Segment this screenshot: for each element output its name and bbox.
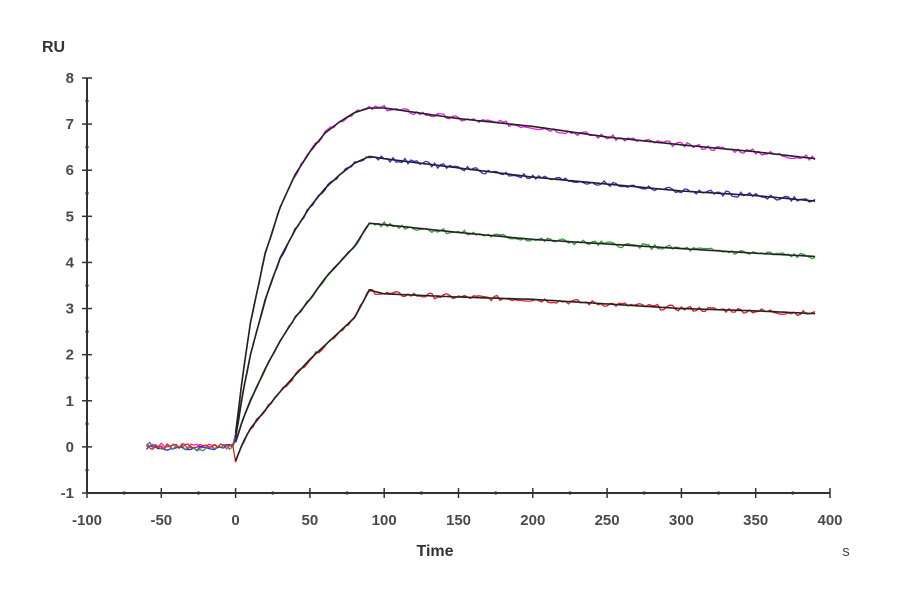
x-axis-unit: s (842, 543, 850, 560)
fit-line (234, 289, 816, 462)
x-tick-label: -50 (150, 512, 172, 529)
fit-line (234, 155, 816, 438)
x-tick-label: 400 (817, 512, 842, 529)
y-axis-label: RU (42, 39, 65, 56)
y-tick-label: 3 (66, 301, 74, 318)
x-tick-label: 200 (520, 512, 545, 529)
x-tick-label: 350 (743, 512, 768, 529)
y-tick-label: 6 (66, 162, 74, 179)
data-series-line (145, 104, 816, 451)
y-tick-label: 8 (66, 70, 74, 87)
y-tick-label: 4 (66, 254, 75, 271)
x-tick-label: 300 (669, 512, 694, 529)
y-tick-label: 7 (66, 116, 74, 133)
x-tick-label: 0 (231, 512, 239, 529)
fit-line (234, 107, 816, 434)
y-tick-label: 2 (66, 347, 74, 364)
y-tick-label: 0 (66, 439, 74, 456)
y-tick-label: 5 (66, 208, 74, 225)
x-tick-label: 50 (302, 512, 319, 529)
plot-area (145, 104, 816, 463)
x-tick-label: 250 (595, 512, 620, 529)
axes: -100 -50 0 50 100 150 200 250 300 350 400 -1 0 1 2 3 4 5 6… (61, 70, 843, 529)
data-series-line (145, 155, 816, 452)
x-tick-label: 150 (446, 512, 471, 529)
fit-line (234, 222, 816, 443)
x-tick-label: -100 (72, 512, 102, 529)
y-tick-label: -1 (61, 485, 74, 502)
x-axis-label: Time (416, 543, 453, 560)
y-tick-label: 1 (66, 393, 74, 410)
data-series-line (146, 220, 816, 452)
x-tick-label: 100 (372, 512, 397, 529)
